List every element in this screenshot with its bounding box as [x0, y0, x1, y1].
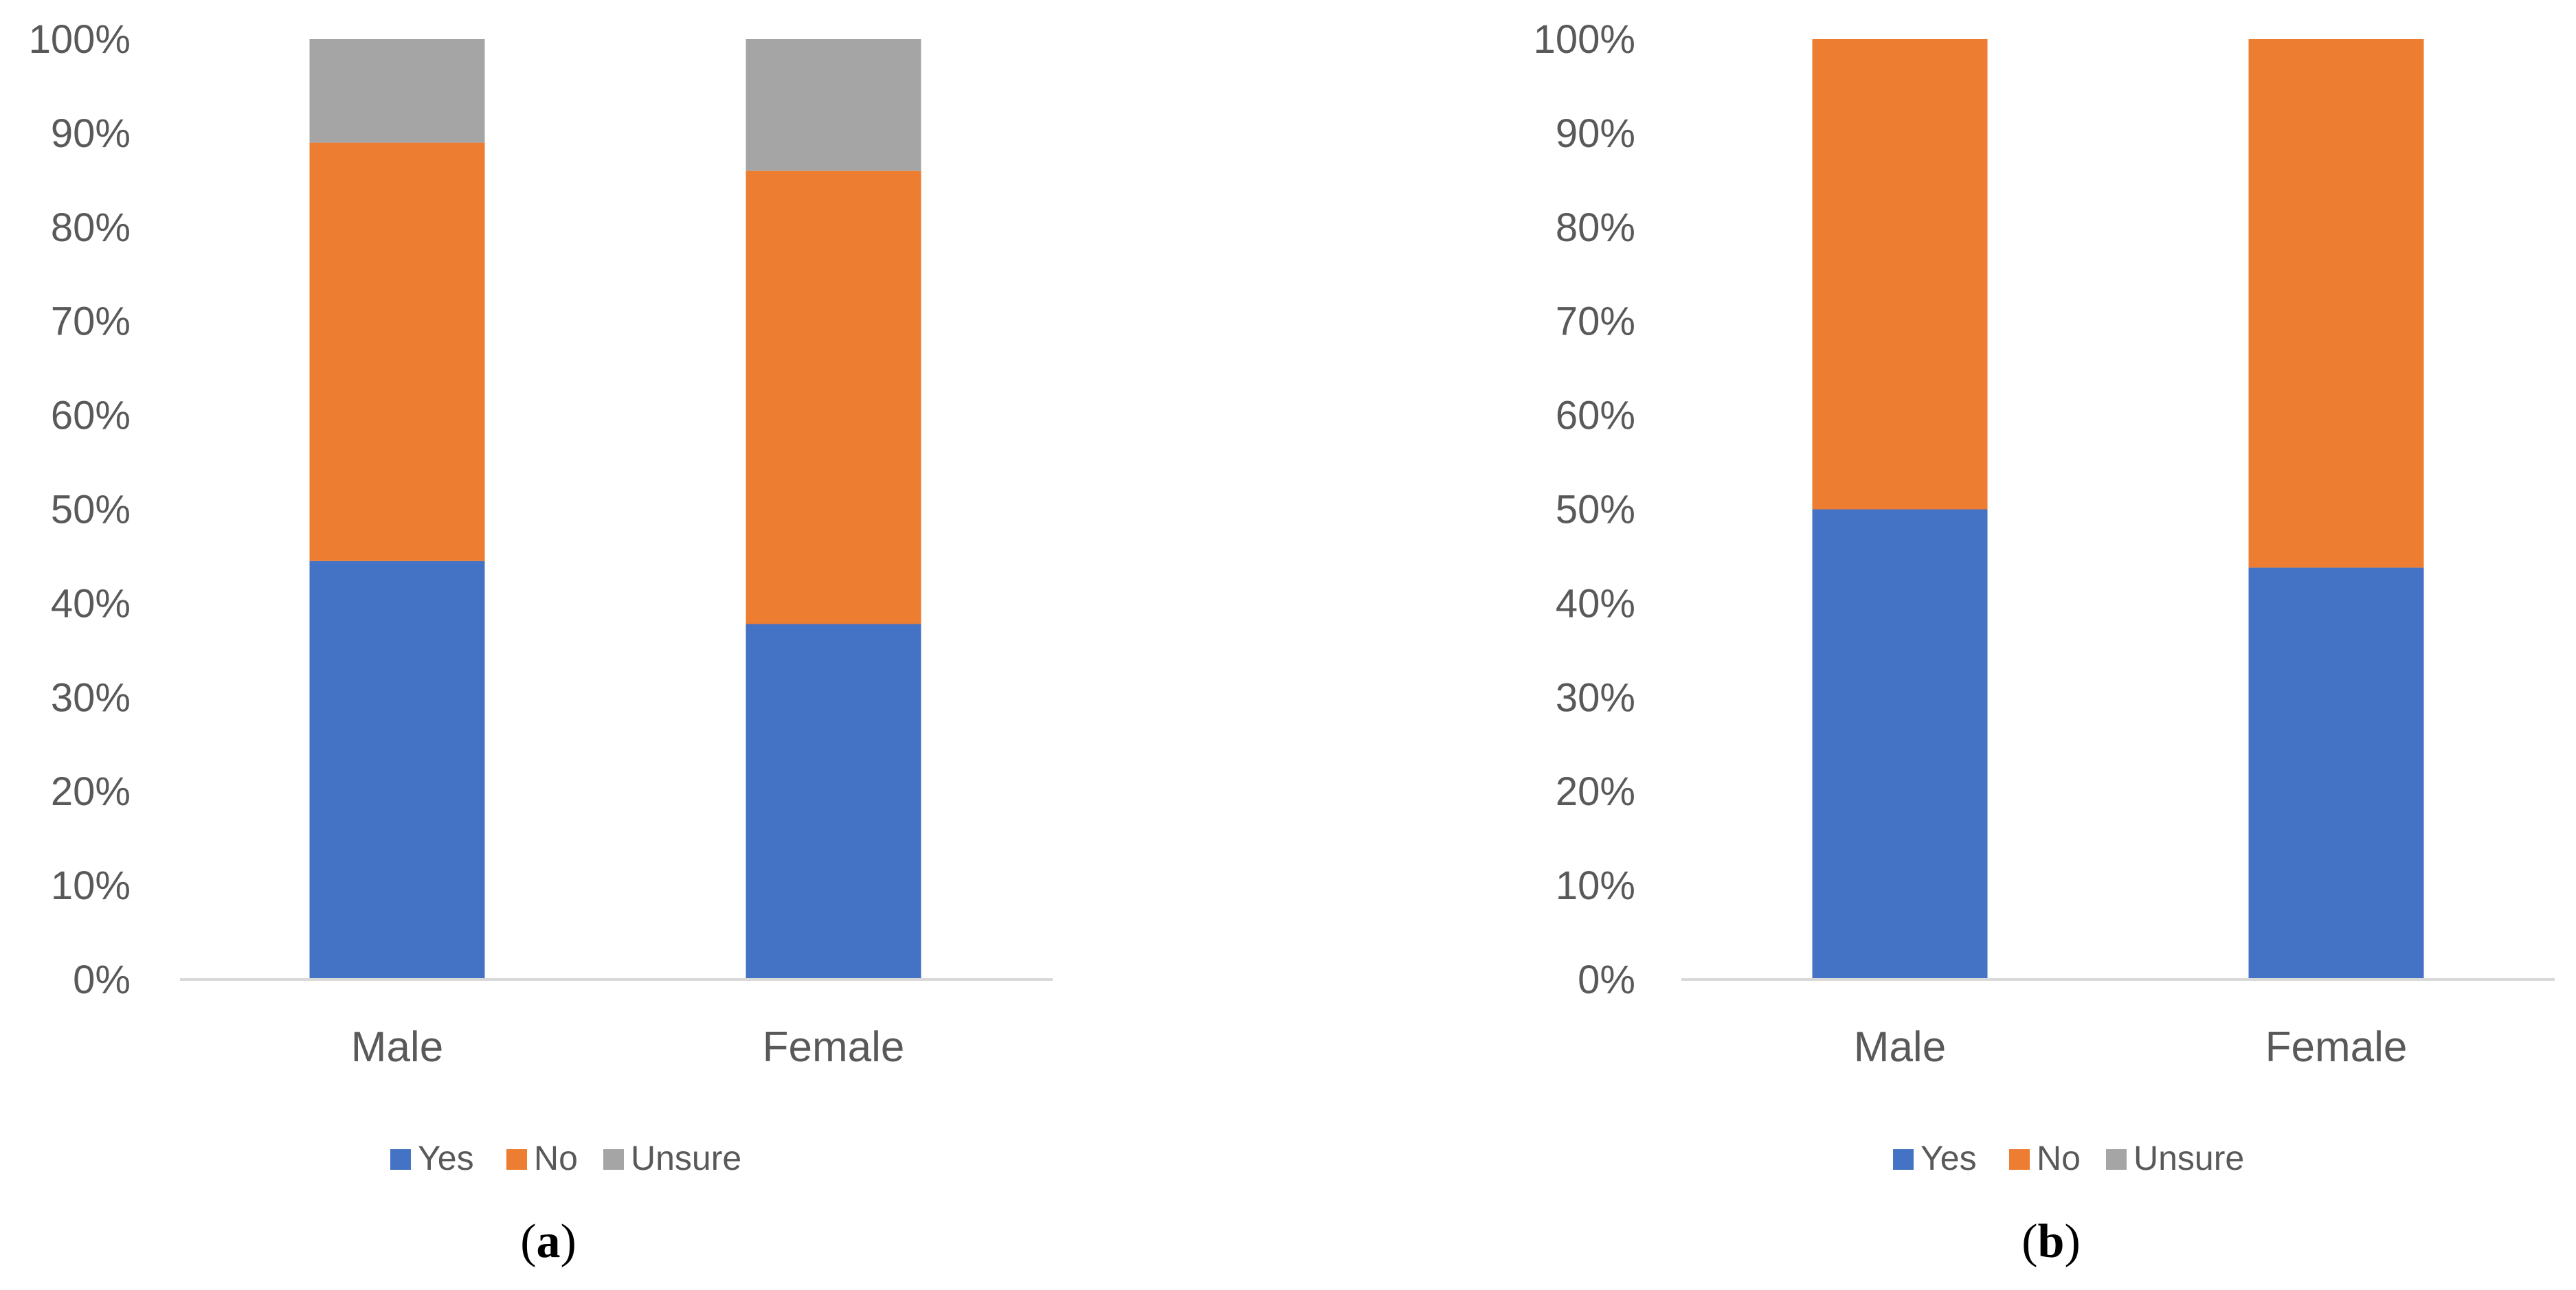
y-tick-label: 40% — [51, 581, 131, 626]
bar-segment-yes-male — [1812, 509, 1988, 980]
y-tick-label: 20% — [1556, 769, 1635, 814]
y-tick-label: 10% — [51, 863, 131, 908]
legend-swatch-no — [2009, 1149, 2030, 1170]
bar-segment-yes-male — [309, 561, 485, 980]
x-category-label: Male — [1854, 1023, 1946, 1071]
bar-segment-no-male — [1812, 39, 1988, 510]
x-category-label: Female — [2265, 1023, 2408, 1071]
y-tick-label: 0% — [73, 958, 131, 1002]
y-tick-label: 60% — [51, 394, 131, 438]
y-tick-label: 100% — [1534, 17, 1635, 62]
legend-label-yes: Yes — [418, 1139, 474, 1177]
legend-swatch-yes — [1893, 1149, 1914, 1170]
x-category-label: Female — [763, 1023, 905, 1071]
bar-segment-yes-female — [2248, 567, 2424, 980]
legend-label-no: No — [534, 1139, 578, 1177]
chart-panel-a: 0% 10% 20% 30% 40% 50% 60% 70% 80% 90% 100% Male Fem… — [29, 17, 1053, 1268]
y-tick-label: 70% — [51, 299, 131, 344]
x-category-label: Male — [351, 1023, 443, 1071]
bar-segment-unsure-male — [309, 39, 485, 143]
y-tick-label: 100% — [29, 17, 131, 62]
bar-segment-yes-female — [746, 624, 921, 980]
legend-swatch-unsure — [2106, 1149, 2127, 1170]
y-tick-label: 0% — [1578, 958, 1635, 1002]
legend-label-no: No — [2037, 1139, 2081, 1177]
legend-swatch-unsure — [603, 1149, 624, 1170]
legend-label-unsure: Unsure — [2133, 1139, 2244, 1177]
legend-label-yes: Yes — [1920, 1139, 1977, 1177]
bar-segment-no-male — [309, 142, 485, 561]
y-tick-label: 30% — [1556, 675, 1635, 720]
panel-label: (b) — [2021, 1215, 2081, 1268]
y-tick-label: 50% — [51, 488, 131, 532]
y-tick-label: 40% — [1556, 581, 1635, 626]
y-tick-label: 30% — [51, 675, 131, 720]
panel-label: (a) — [520, 1215, 576, 1268]
bar-segment-no-female — [2248, 39, 2424, 568]
legend-swatch-no — [506, 1149, 527, 1170]
y-tick-label: 90% — [51, 111, 131, 156]
legend-swatch-yes — [390, 1149, 411, 1170]
y-tick-label: 20% — [51, 769, 131, 814]
chart-panel-b: 0% 10% 20% 30% 40% 50% 60% 70% 80% 90% 100% Male Fem… — [1534, 17, 2555, 1268]
bar-segment-unsure-female — [746, 39, 921, 171]
bar-segment-no-female — [746, 170, 921, 624]
y-tick-label: 80% — [51, 205, 131, 250]
y-tick-label: 80% — [1556, 205, 1635, 250]
y-tick-label: 70% — [1556, 299, 1635, 344]
legend-label-unsure: Unsure — [631, 1139, 741, 1177]
y-tick-label: 60% — [1556, 394, 1635, 438]
y-tick-label: 50% — [1556, 488, 1635, 532]
y-tick-label: 90% — [1556, 111, 1635, 156]
y-tick-label: 10% — [1556, 863, 1635, 908]
